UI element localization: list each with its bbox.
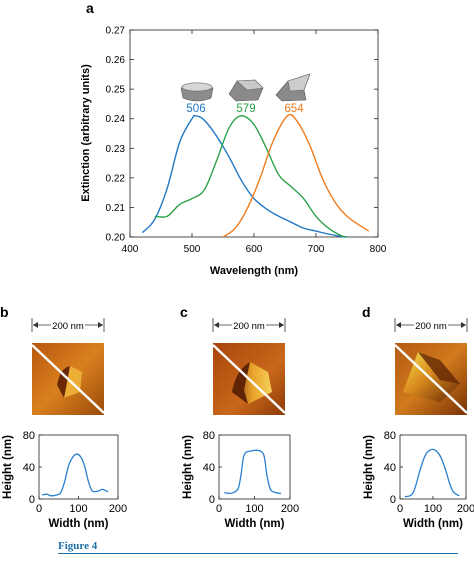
peak-label-654: 654 bbox=[284, 103, 304, 115]
height-profile-line bbox=[404, 448, 460, 498]
panel-c-height-profile: 0 40 80 0 100 200 Width (nm) Height (nm) bbox=[182, 430, 299, 530]
y-tick-label: 80 bbox=[23, 430, 35, 442]
x-tick-label: 200 bbox=[457, 503, 474, 515]
profile-frame bbox=[218, 434, 291, 500]
y-tick-label: 40 bbox=[203, 462, 215, 474]
panel-c-afm-image bbox=[212, 343, 286, 415]
peak-label-506: 506 bbox=[186, 103, 205, 115]
x-tick-label: 100 bbox=[245, 503, 263, 515]
panel-a-frame bbox=[129, 29, 379, 238]
panel-b-label: b bbox=[0, 304, 9, 320]
spectrum-line-579 bbox=[154, 115, 348, 238]
y-tick-label: 0.22 bbox=[106, 173, 126, 184]
figure-caption: Figure 4 bbox=[58, 540, 98, 552]
x-tick-label: 500 bbox=[184, 244, 201, 255]
y-tick-label: 0.26 bbox=[106, 55, 126, 66]
prism-shape-icon bbox=[275, 73, 311, 102]
profile-y-axis-label: Height (nm) bbox=[2, 435, 14, 499]
y-tick-label: 0.27 bbox=[106, 26, 126, 37]
y-tick-label: 0.23 bbox=[106, 144, 126, 155]
panel-a-x-axis: 400 500 600 700 800 bbox=[122, 30, 387, 255]
panel-d-scale-bar: 200 nm bbox=[394, 318, 468, 332]
profile-frame bbox=[399, 434, 467, 500]
profile-x-axis-label: Width (nm) bbox=[225, 518, 285, 530]
x-tick-label: 0 bbox=[36, 503, 42, 515]
panel-a-x-axis-label: Wavelength (nm) bbox=[210, 265, 299, 277]
y-tick-label: 0.25 bbox=[106, 85, 126, 96]
y-tick-label: 0 bbox=[390, 494, 396, 506]
y-tick-label: 0 bbox=[209, 494, 215, 506]
panel-a-chart: 0.20 0.21 0.22 0.23 0.24 0.25 0.26 0.27 400 500 6… bbox=[80, 26, 387, 278]
profile-y-axis-label: Height (nm) bbox=[182, 435, 194, 499]
panel-a-label: a bbox=[86, 0, 94, 16]
x-tick-label: 200 bbox=[109, 503, 127, 515]
panel-d-scale-bar-label: 200 nm bbox=[415, 321, 447, 332]
panel-d-label: d bbox=[362, 304, 371, 320]
x-tick-label: 700 bbox=[308, 244, 325, 255]
x-tick-label: 0 bbox=[216, 503, 222, 515]
y-tick-label: 0.24 bbox=[106, 114, 126, 125]
y-tick-label: 80 bbox=[203, 430, 215, 442]
caption-divider bbox=[58, 553, 458, 554]
x-tick-label: 600 bbox=[246, 244, 263, 255]
x-tick-label: 200 bbox=[281, 503, 299, 515]
panel-a-y-axis-label: Extinction (arbitrary units) bbox=[80, 64, 92, 202]
y-tick-label: 0 bbox=[29, 494, 35, 506]
x-tick-label: 100 bbox=[424, 503, 442, 515]
panel-d-afm-image bbox=[394, 343, 468, 415]
x-tick-label: 400 bbox=[122, 244, 139, 255]
truncated-prism-icon bbox=[228, 79, 264, 102]
y-tick-label: 0.21 bbox=[106, 203, 126, 214]
x-tick-label: 0 bbox=[397, 503, 403, 515]
spectrum-line-654 bbox=[222, 113, 370, 238]
y-tick-label: 0.20 bbox=[106, 233, 126, 244]
panel-a-y-axis: 0.20 0.21 0.22 0.23 0.24 0.25 0.26 0.27 bbox=[106, 26, 378, 244]
y-tick-label: 40 bbox=[23, 462, 35, 474]
height-profile-line bbox=[42, 453, 109, 497]
panel-b-scale-bar-label: 200 nm bbox=[52, 321, 84, 332]
panel-a-series bbox=[141, 113, 370, 238]
y-tick-label: 40 bbox=[384, 462, 396, 474]
panel-c-scale-bar-label: 200 nm bbox=[233, 321, 265, 332]
x-tick-label: 100 bbox=[69, 503, 87, 515]
profile-x-axis-label: Width (nm) bbox=[403, 518, 463, 530]
panel-b-scale-bar: 200 nm bbox=[31, 318, 105, 332]
panel-c-scale-bar: 200 nm bbox=[212, 318, 286, 332]
peak-label-579: 579 bbox=[236, 103, 255, 115]
x-tick-label: 800 bbox=[370, 244, 387, 255]
panel-b-afm-image bbox=[31, 343, 105, 415]
profile-frame bbox=[38, 434, 119, 500]
profile-y-axis-label: Height (nm) bbox=[363, 435, 375, 499]
disk-shape-icon bbox=[180, 82, 214, 102]
spectrum-line-506 bbox=[141, 114, 348, 238]
profile-x-axis-label: Width (nm) bbox=[49, 518, 109, 530]
panel-c-label: c bbox=[180, 304, 188, 320]
y-tick-label: 80 bbox=[384, 430, 396, 442]
height-profile-line bbox=[224, 449, 282, 495]
panel-d-height-profile: 0 40 80 0 100 200 Width (nm) Height (nm) bbox=[363, 430, 474, 530]
